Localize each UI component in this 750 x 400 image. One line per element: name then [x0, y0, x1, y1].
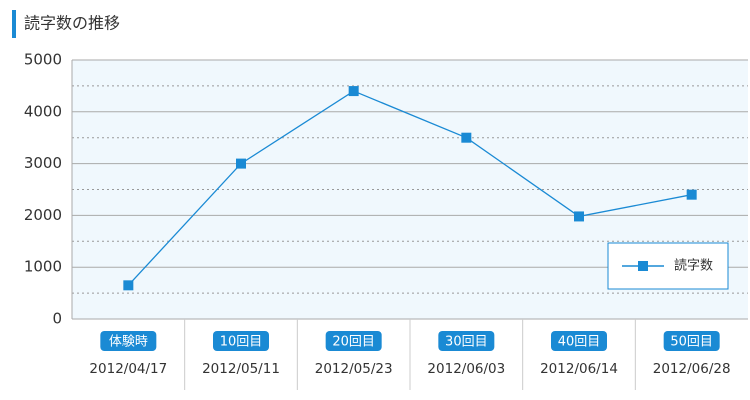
- x-date-label: 2012/05/11: [202, 361, 280, 377]
- y-tick-label: 1000: [24, 258, 62, 276]
- badge: [100, 331, 157, 351]
- badge: [551, 331, 607, 351]
- x-date-label: 2012/06/14: [540, 361, 618, 377]
- y-tick-label: 0: [52, 310, 62, 328]
- chart-title: 読字数の推移: [24, 14, 120, 33]
- x-tick-label: 30回目: [445, 335, 488, 350]
- marker: [123, 280, 134, 291]
- badge: [438, 331, 495, 351]
- badge: [663, 331, 720, 351]
- marker: [574, 211, 584, 222]
- x-tick-label: 20回目: [332, 335, 375, 350]
- marker: [236, 158, 246, 169]
- x-tick-label: 10回目: [220, 335, 263, 350]
- x-date-label: 2012/04/17: [89, 361, 167, 377]
- x-tick-label: 体験時: [109, 335, 148, 350]
- x-date-label: 2012/06/28: [653, 361, 731, 377]
- y-tick-label: 2000: [24, 206, 62, 224]
- badge: [325, 331, 382, 351]
- marker: [461, 132, 472, 143]
- marker: [348, 86, 359, 97]
- y-tick-label: 3000: [24, 154, 62, 172]
- legend-label: 読字数: [674, 258, 713, 274]
- legend-marker: [638, 261, 648, 271]
- marker: [686, 189, 697, 200]
- y-tick-label: 4000: [24, 102, 62, 120]
- x-tick-label: 40回目: [558, 335, 601, 350]
- x-date-label: 2012/06/03: [427, 361, 505, 377]
- title-bar: [12, 10, 16, 38]
- y-tick-label: 5000: [24, 51, 62, 69]
- x-date-label: 2012/05/23: [315, 361, 393, 377]
- badge: [213, 331, 269, 351]
- series-line: [127, 90, 692, 286]
- x-tick-label: 50回目: [670, 335, 713, 350]
